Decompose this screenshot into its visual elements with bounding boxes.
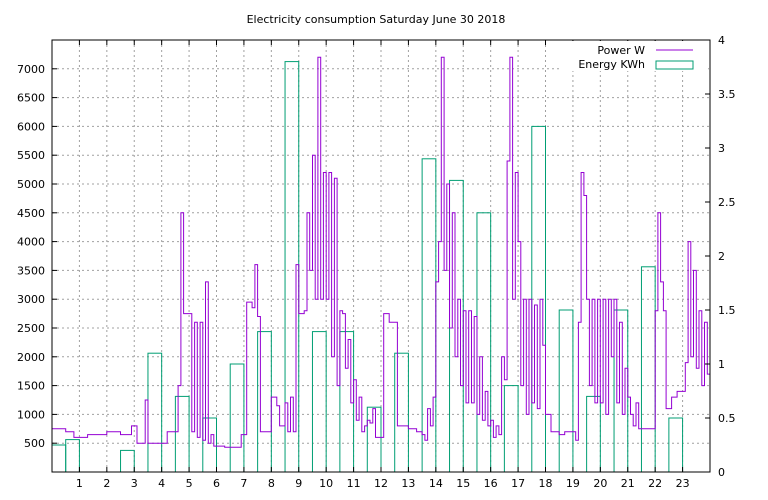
energy-bar — [613, 309, 629, 473]
x-tick-label: 9 — [295, 477, 302, 490]
y-tick-label: 1000 — [17, 408, 45, 421]
legend-swatch-energy — [655, 60, 694, 70]
legend: Power W Energy KWh — [560, 41, 708, 71]
y-tick-label: 500 — [24, 437, 45, 450]
legend-label-power: Power W — [597, 44, 645, 57]
x-tick-label: 13 — [401, 477, 415, 490]
y-tick-label: 4000 — [17, 236, 45, 249]
y2-tick-label: 1 — [718, 358, 725, 371]
y2-tick-label: 2.5 — [718, 196, 736, 209]
x-tick-label: 6 — [213, 477, 220, 490]
energy-bar — [65, 439, 80, 473]
x-tick-label: 8 — [268, 477, 275, 490]
y-tick-label: 2500 — [17, 322, 45, 335]
energy-bar — [503, 385, 519, 473]
x-tick-label: 17 — [511, 477, 525, 490]
energy-bar — [257, 331, 272, 473]
x-tick-label: 3 — [131, 477, 138, 490]
x-tick-label: 7 — [240, 477, 247, 490]
x-tick-label: 20 — [593, 477, 607, 490]
x-tick-label: 4 — [158, 477, 165, 490]
energy-bar — [120, 449, 135, 473]
x-tick-label: 12 — [374, 477, 388, 490]
y-tick-label: 7000 — [17, 63, 45, 76]
energy-bar — [174, 395, 190, 473]
energy-bar — [339, 331, 355, 473]
chart-title: Electricity consumption Saturday June 30… — [247, 13, 506, 26]
y-tick-label: 6000 — [17, 120, 45, 133]
energy-bar — [229, 363, 245, 473]
x-tick-label: 19 — [566, 477, 580, 490]
energy-bar — [586, 395, 601, 473]
energy-bar — [51, 444, 67, 473]
x-tick-label: 15 — [456, 477, 470, 490]
y2-tick-label: 1.5 — [718, 304, 736, 317]
x-tick-label: 5 — [186, 477, 193, 490]
x-tick-label: 14 — [429, 477, 443, 490]
energy-bar — [476, 212, 492, 473]
y2-tick-label: 4 — [718, 34, 725, 47]
power-line — [52, 56, 711, 448]
y2-tick-label: 3 — [718, 142, 725, 155]
legend-background — [560, 41, 708, 71]
y2-tick-label: 3.5 — [718, 88, 736, 101]
axis-ticks: 1 2 3 4 5 6 7 8 9 10 11 12 13 14 15 16 17 18 19 20 21 22 23500… — [17, 34, 736, 490]
y-tick-label: 5500 — [17, 149, 45, 162]
x-tick-label: 23 — [676, 477, 690, 490]
y-tick-label: 4500 — [17, 207, 45, 220]
x-tick-label: 2 — [103, 477, 110, 490]
x-tick-label: 1 — [76, 477, 83, 490]
y-tick-label: 3000 — [17, 293, 45, 306]
x-tick-label: 18 — [539, 477, 553, 490]
energy-bar — [640, 266, 656, 473]
energy-bar — [421, 158, 437, 473]
y-tick-label: 5000 — [17, 178, 45, 191]
energy-bar — [202, 417, 218, 473]
energy-bar — [311, 331, 327, 473]
power-series — [52, 56, 711, 448]
energy-bar — [668, 417, 684, 473]
y-tick-label: 1500 — [17, 380, 45, 393]
energy-bar — [394, 352, 409, 473]
legend-label-energy: Energy KWh — [578, 58, 645, 71]
x-tick-label: 16 — [484, 477, 498, 490]
x-tick-label: 21 — [621, 477, 635, 490]
x-tick-label: 11 — [347, 477, 361, 490]
energy-bar — [366, 406, 382, 473]
y2-tick-label: 0 — [718, 466, 725, 479]
energy-bar — [284, 61, 300, 473]
energy-bar — [449, 179, 464, 473]
y-tick-label: 2000 — [17, 351, 45, 364]
y2-tick-label: 0.5 — [718, 412, 736, 425]
energy-series — [51, 61, 684, 473]
y-tick-label: 3500 — [17, 264, 45, 277]
energy-bar — [558, 309, 574, 473]
x-tick-label: 22 — [648, 477, 662, 490]
x-tick-label: 10 — [319, 477, 333, 490]
y2-tick-label: 2 — [718, 250, 725, 263]
energy-bar — [147, 352, 163, 473]
y-tick-label: 6500 — [17, 92, 45, 105]
